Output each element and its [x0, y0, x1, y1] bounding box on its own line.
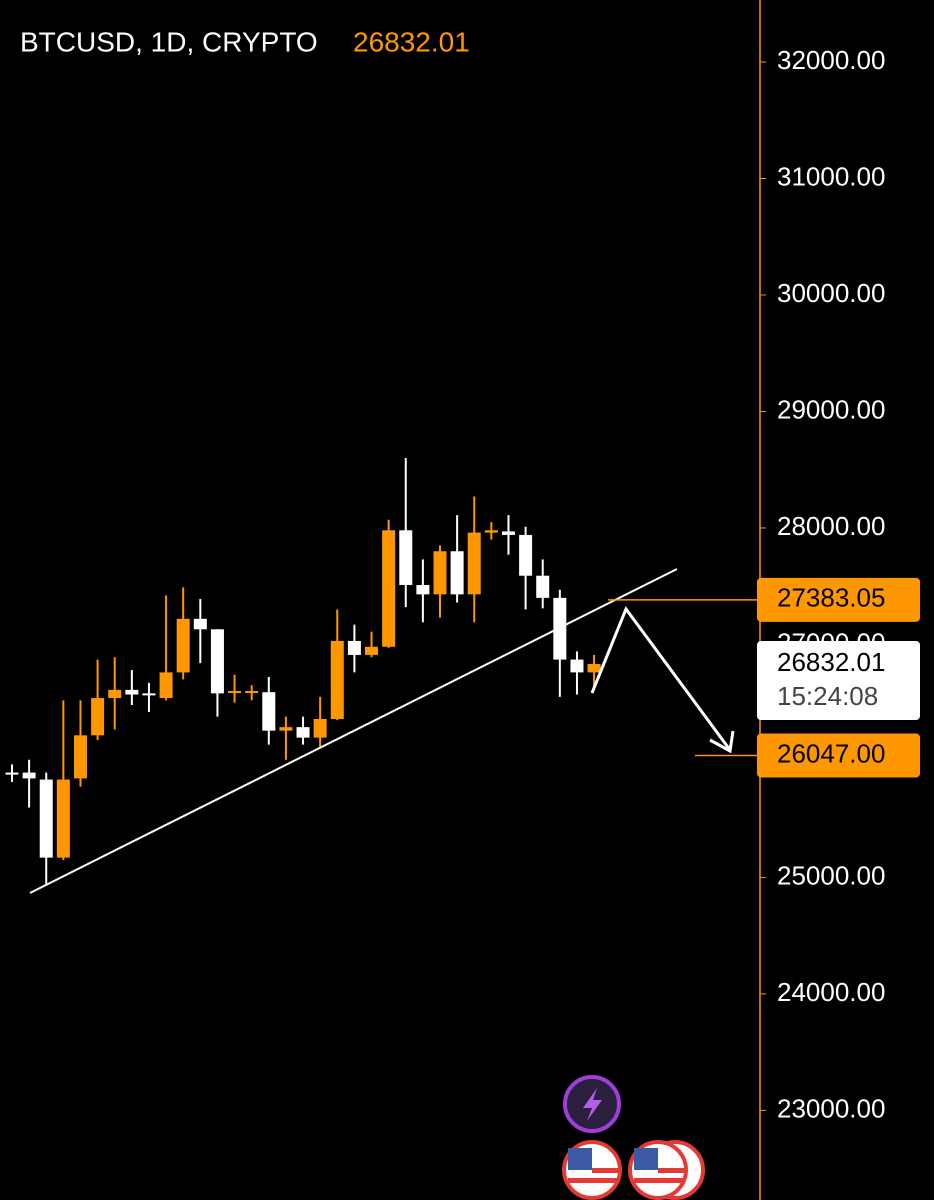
- price-labels: 27383.05 26047.00 26832.01 15:24:08: [608, 577, 920, 778]
- price-label: 26047.00: [777, 738, 885, 768]
- price-label: 27383.05: [777, 583, 885, 613]
- countdown-label: 15:24:08: [777, 681, 878, 711]
- candle-body: [142, 693, 156, 696]
- candle-body: [450, 551, 464, 595]
- candle-body: [210, 629, 224, 694]
- candle-body: [467, 532, 481, 595]
- candle-body: [416, 585, 430, 595]
- candle-body: [5, 772, 19, 775]
- candle-body: [262, 692, 276, 731]
- lightning-icon[interactable]: [583, 1088, 602, 1121]
- candle-body: [536, 575, 550, 598]
- flag-stripe: [568, 1178, 618, 1183]
- candle-body: [484, 530, 498, 533]
- candle-body: [587, 664, 601, 673]
- candle-body: [176, 618, 190, 673]
- candles: [5, 458, 601, 885]
- y-tick-label: 30000.00: [777, 278, 885, 308]
- candle-body: [193, 618, 207, 630]
- candle-body: [159, 672, 173, 699]
- event-flags[interactable]: [562, 1140, 705, 1200]
- y-tick-label: 24000.00: [777, 977, 885, 1007]
- candle-body: [313, 718, 327, 738]
- flag-stripe: [592, 1168, 620, 1173]
- candle-body: [399, 530, 413, 586]
- candle-body: [365, 646, 379, 655]
- candle-body: [22, 772, 36, 779]
- price-label-box: [757, 733, 920, 778]
- y-tick-label: 32000.00: [777, 45, 885, 75]
- trend-line: [29, 568, 678, 894]
- last-price-box: [757, 641, 920, 721]
- candle-body: [228, 691, 242, 694]
- candle-body: [56, 779, 70, 858]
- candle-body: [330, 640, 344, 719]
- y-tick-label: 29000.00: [777, 394, 885, 424]
- candle-body: [347, 640, 361, 655]
- candle-body: [125, 689, 139, 695]
- candle-body: [296, 727, 310, 738]
- candle-body: [570, 659, 584, 673]
- price-label-box: [757, 577, 920, 622]
- arrow-head: [709, 730, 735, 754]
- y-tick-label: 25000.00: [777, 860, 885, 890]
- flag-canton: [634, 1148, 658, 1170]
- candle-body: [245, 691, 259, 694]
- header-price: 26832.01: [353, 26, 470, 57]
- symbol-title: BTCUSD, 1D, CRYPTO: [20, 26, 318, 57]
- candle-body: [279, 727, 293, 731]
- lightning-button[interactable]: [563, 1075, 621, 1133]
- flag-canton: [568, 1148, 592, 1170]
- y-tick-label: 31000.00: [777, 161, 885, 191]
- projection-path: [590, 605, 732, 751]
- candle-body: [91, 698, 105, 736]
- candle-body: [519, 534, 533, 576]
- candle-body: [501, 531, 515, 535]
- flag-stripe: [634, 1178, 684, 1183]
- last-price-label: 26832.01: [777, 647, 885, 677]
- candle-body: [433, 551, 447, 595]
- flag-stripe: [658, 1168, 686, 1173]
- candle-body: [73, 735, 87, 779]
- candle-body: [382, 530, 396, 647]
- y-tick-label: 28000.00: [777, 511, 885, 541]
- y-tick-label: 23000.00: [777, 1093, 885, 1123]
- candle-body: [108, 689, 122, 699]
- candle-body: [39, 779, 53, 858]
